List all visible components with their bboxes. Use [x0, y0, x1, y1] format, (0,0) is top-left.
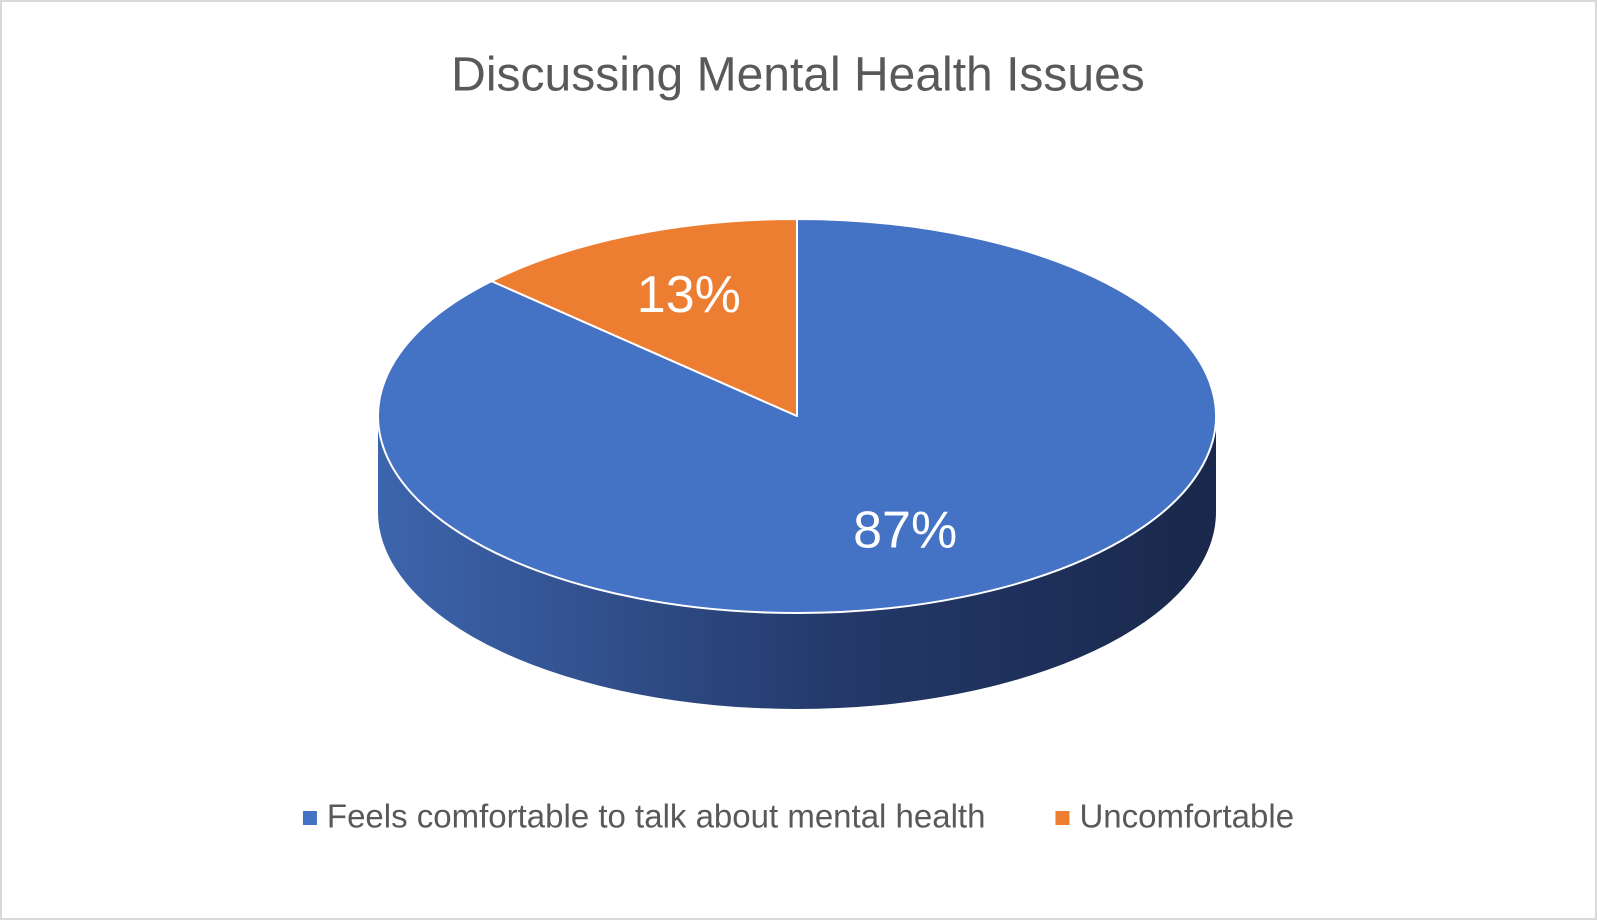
legend-swatch — [1055, 811, 1070, 825]
data-label: 87% — [853, 501, 957, 559]
legend-label: Feels comfortable to talk about mental h… — [327, 798, 986, 835]
chart-title: Discussing Mental Health Issues — [451, 49, 1145, 102]
slice-side — [378, 416, 1216, 709]
slice — [490, 218, 798, 417]
legend-swatch — [302, 811, 317, 825]
legend-label: Uncomfortable — [1079, 798, 1294, 835]
data-label: 13% — [637, 266, 741, 324]
